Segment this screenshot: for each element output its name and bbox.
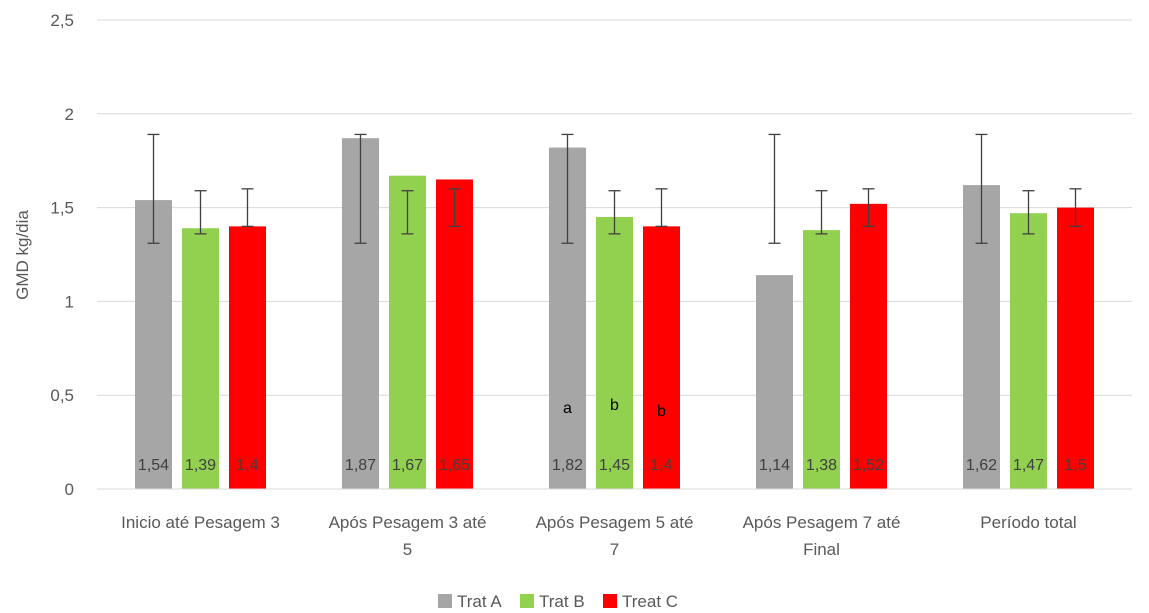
data-labels: 1,54 1,87 1,82 1,14 1,62 1,39 1,67 1,45 1,38 1,47… bbox=[138, 457, 1087, 474]
data-label: 1,62 bbox=[966, 457, 997, 474]
data-label: 1,5 bbox=[1064, 457, 1086, 474]
y-tick-label: 2 bbox=[65, 105, 74, 124]
legend-label: Treat C bbox=[622, 592, 678, 611]
data-label: 1,65 bbox=[439, 457, 470, 474]
legend-label: Trat A bbox=[457, 592, 502, 611]
y-tick-label: 1,5 bbox=[50, 199, 74, 218]
y-axis-title: GMD kg/dia bbox=[13, 210, 32, 300]
x-tick-label: Após Pesagem 3 até bbox=[329, 513, 487, 532]
bar bbox=[436, 179, 473, 489]
legend-swatch bbox=[603, 594, 617, 608]
x-axis-ticks: Inicio até Pesagem 3 Após Pesagem 3 até 5 A… bbox=[121, 513, 1077, 559]
x-tick-label: Final bbox=[803, 540, 840, 559]
bar bbox=[135, 200, 172, 489]
data-label: 1,87 bbox=[345, 457, 376, 474]
data-label: 1,54 bbox=[138, 457, 169, 474]
data-label: 1,52 bbox=[853, 457, 884, 474]
significance-letter: b bbox=[610, 397, 619, 414]
data-label: 1,82 bbox=[552, 457, 583, 474]
data-label: 1,67 bbox=[392, 457, 423, 474]
bar bbox=[803, 230, 840, 489]
x-tick-label: 5 bbox=[403, 540, 412, 559]
legend: Trat A Trat B Treat C bbox=[438, 592, 678, 611]
error-bars bbox=[147, 133, 1082, 244]
bar bbox=[1057, 207, 1094, 489]
bars bbox=[135, 138, 1094, 490]
data-label: 1,47 bbox=[1013, 457, 1044, 474]
x-tick-label: 7 bbox=[610, 540, 619, 559]
y-tick-label: 1 bbox=[65, 292, 74, 311]
bar bbox=[1010, 213, 1047, 489]
bar bbox=[850, 203, 887, 489]
bar bbox=[182, 228, 219, 489]
x-tick-label: Período total bbox=[980, 513, 1076, 532]
significance-letter: a bbox=[563, 400, 572, 417]
data-label: 1,45 bbox=[599, 457, 630, 474]
data-label: 1,4 bbox=[650, 457, 672, 474]
y-tick-label: 2,5 bbox=[50, 11, 74, 30]
significance-letter: b bbox=[657, 403, 666, 420]
x-tick-label: Inicio até Pesagem 3 bbox=[121, 513, 280, 532]
data-label: 1,4 bbox=[236, 457, 258, 474]
data-label: 1,39 bbox=[185, 457, 216, 474]
bar bbox=[643, 226, 680, 490]
data-label: 1,14 bbox=[759, 457, 790, 474]
legend-swatch bbox=[438, 594, 452, 608]
x-tick-label: Após Pesagem 5 até bbox=[536, 513, 694, 532]
y-tick-label: 0 bbox=[65, 480, 74, 499]
bar bbox=[756, 275, 793, 489]
legend-label: Trat B bbox=[539, 592, 585, 611]
y-tick-label: 0,5 bbox=[50, 386, 74, 405]
x-tick-label: Após Pesagem 7 até bbox=[743, 513, 901, 532]
y-axis-ticks: 0 0,5 1 1,5 2 2,5 bbox=[50, 11, 74, 499]
data-label: 1,38 bbox=[806, 457, 837, 474]
bar bbox=[596, 216, 633, 490]
legend-swatch bbox=[520, 594, 534, 608]
bar bbox=[229, 226, 266, 490]
